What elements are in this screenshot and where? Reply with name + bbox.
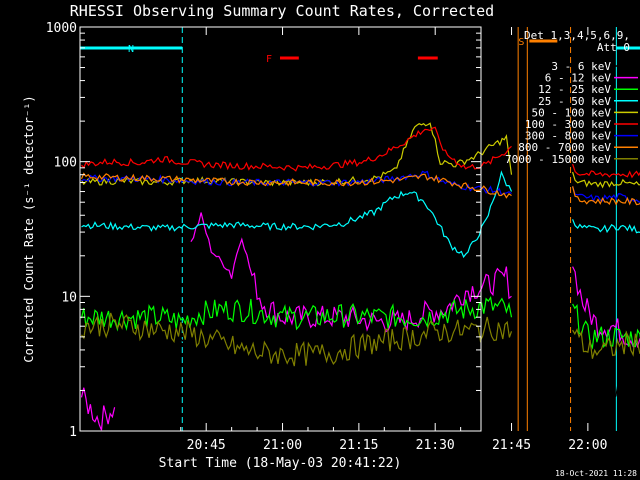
y-tick-label-1: 10 [61,290,77,305]
y-tick-label-0: 1 [69,425,77,440]
flag-label-s: S [518,37,524,48]
flag-label-f: F [266,54,272,65]
series-line-4-1 [572,171,640,189]
legend-label-2: 12 - 25 keV [538,83,611,96]
plot-area: N S F [80,27,640,431]
x-tick-label-5: 22:00 [568,438,607,453]
legend-label-4: 50 - 100 keV [532,106,612,119]
plot-frame [79,26,482,432]
x-tick-label-4: 21:45 [492,438,531,453]
series-line-1-2 [572,266,640,349]
chart-title: RHESSI Observing Summary Count Rates, Co… [70,2,494,20]
series-line-3-0 [81,170,513,259]
series-line-5-0 [81,126,512,172]
y-tick-label-2: 100 [54,156,77,171]
legend-label-8: 7000 - 15000 keV [505,153,611,166]
y-axis-label: Corrected Count Rate (s⁻¹ detector⁻¹) [22,95,36,362]
flag-label-n: N [128,44,134,55]
x-tick-label-0: 20:45 [187,438,226,453]
footer-timestamp: 18-Oct-2021 11:28 [555,469,637,478]
series-line-1-1 [190,212,512,333]
x-tick-label-3: 21:30 [416,438,455,453]
legend-label-1: 6 - 12 keV [545,72,612,85]
series-line-5-1 [572,163,640,179]
series-line-2-1 [572,303,640,350]
legend-label-3: 25 - 50 keV [538,95,611,108]
series-line-7-1 [572,186,640,206]
legend-label-6: 300 - 800 keV [525,130,611,143]
legend-label-0: 3 - 6 keV [551,60,611,73]
series-line-0-0 [119,187,513,416]
series-line-8-0 [81,312,513,367]
x-tick-label-2: 21:15 [339,438,378,453]
series-line-7-0 [80,172,512,199]
legend-label-5: 100 - 300 keV [525,118,611,131]
series-line-0-1 [572,259,629,408]
legend-header-line-2: Att 0 [597,41,630,54]
series-line-2-0 [80,295,513,332]
series-line-8-1 [572,327,640,359]
legend-label-7: 800 - 7000 keV [518,141,611,154]
x-tick-label-1: 21:00 [263,438,302,453]
series-line-1-0 [80,387,116,431]
axis-ticks: 20:4521:0021:1521:3021:4522:0022:1511010… [46,21,608,453]
legend-header-line-1: Det 1,3,4,5,6,9, [524,29,630,42]
series-line-6-1 [572,186,640,203]
series-line-3-1 [572,219,640,234]
y-tick-label-3: 1000 [46,21,77,36]
x-axis-label: Start Time (18-May-03 20:41:22) [159,456,402,471]
